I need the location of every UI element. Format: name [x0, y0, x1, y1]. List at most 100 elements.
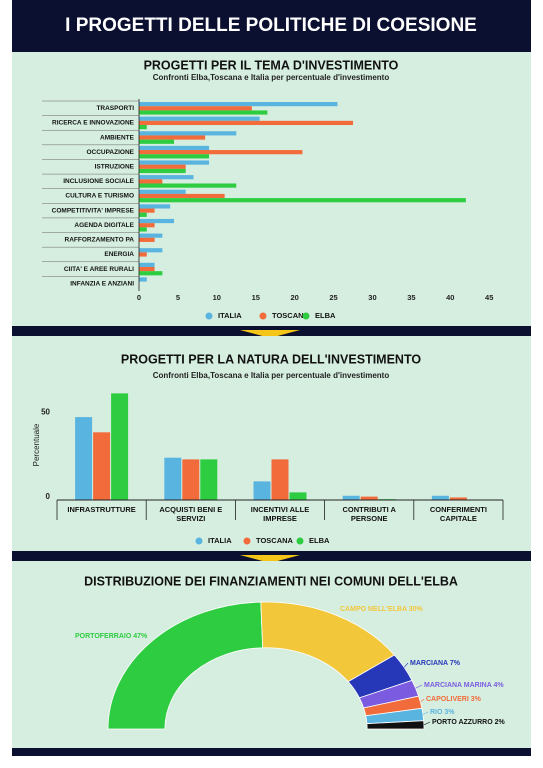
slice-name: PORTO AZZURRO — [432, 719, 493, 726]
slice-label: PORTO AZZURRO 2% — [432, 719, 506, 726]
x-tick-label: 0 — [137, 293, 141, 302]
y-tick-label: INCLUSIONE SOCIALE — [63, 178, 134, 185]
bar — [139, 204, 171, 209]
y-tick-label: INFANZIA E ANZIANI — [70, 280, 134, 287]
leader-line — [403, 662, 409, 668]
bar — [182, 459, 200, 500]
chart-title: PROGETTI PER LA NATURA DELL'INVESTIMENTO — [121, 352, 421, 366]
section-bg — [12, 52, 531, 326]
x-tick-label: ACQUISTI BENI E SERVIZI — [159, 505, 223, 523]
legend-label: ITALIA — [218, 311, 242, 320]
bar — [200, 459, 218, 500]
chart-title: PROGETTI PER IL TEMA D'INVESTIMENTO — [144, 58, 399, 72]
slice-name: CAPOLIVERI — [426, 696, 469, 703]
bar — [139, 233, 163, 238]
bar — [139, 168, 186, 174]
separator-arrow — [240, 330, 300, 338]
leader-line — [422, 711, 429, 715]
slice-label: RIO 3% — [430, 709, 455, 716]
chart-title: DISTRIBUZIONE DEI FINANZIAMENTI NEI COMU… — [84, 574, 458, 588]
bar — [139, 139, 175, 144]
bar — [139, 223, 155, 228]
bar — [139, 116, 260, 121]
x-tick-label: 5 — [176, 293, 180, 302]
bar — [139, 106, 252, 111]
y-tick-label: OCCUPAZIONE — [86, 149, 134, 156]
bar — [360, 496, 378, 500]
bar — [139, 218, 175, 224]
x-tick-label: 20 — [290, 293, 298, 302]
y-tick-label: AGENDA DIGITALE — [74, 222, 134, 229]
bar — [139, 102, 338, 107]
bar — [139, 198, 466, 203]
y-tick-label: AMBIENTE — [100, 134, 135, 141]
y-tick-label: ISTRUZIONE — [95, 163, 135, 170]
bar — [449, 497, 467, 500]
bar — [139, 208, 155, 213]
y-tick-label: TRASPORTI — [96, 105, 134, 112]
slice-name: PORTOFERRAIO — [75, 633, 132, 640]
bar — [139, 150, 303, 155]
x-tick-label: 15 — [252, 293, 260, 302]
page-title: I PROGETTI DELLE POLITICHE DI COESIONE — [65, 15, 477, 36]
x-tick-label: 10 — [213, 293, 221, 302]
bar — [75, 417, 93, 500]
bar — [139, 212, 147, 217]
slice-name: RIO — [430, 709, 443, 716]
bar — [111, 393, 129, 500]
legend-swatch — [302, 312, 310, 320]
bar — [139, 248, 163, 253]
bar — [139, 160, 210, 165]
chart-subtitle: Confronti Elba,Toscana e Italia per perc… — [153, 73, 390, 82]
slice-label: CAMPO NELL'ELBA 30% — [340, 606, 423, 613]
slice-label: CAPOLIVERI 3% — [426, 696, 482, 703]
bar — [139, 179, 163, 184]
y-tick-label: CULTURA E TURISMO — [65, 193, 134, 200]
slice-name: CAMPO NELL'ELBA — [340, 606, 407, 613]
legend-label: ELBA — [309, 536, 330, 545]
x-tick-label: 40 — [446, 293, 454, 302]
slice-value: 3% — [471, 696, 482, 703]
leader-line — [415, 684, 423, 689]
legend-label: TOSCANA — [272, 311, 310, 320]
slice-value: 3% — [444, 709, 455, 716]
legend-swatch — [195, 537, 203, 545]
bar — [139, 271, 163, 276]
donut-segment — [107, 601, 264, 730]
slice-value: 4% — [493, 682, 504, 689]
x-tick-label: 35 — [407, 293, 415, 302]
bar — [139, 252, 147, 257]
footer-band — [12, 748, 531, 756]
bar — [139, 175, 194, 180]
slice-name: MARCIANA MARINA — [424, 682, 492, 689]
slice-value: 47% — [133, 633, 148, 640]
bar — [139, 189, 186, 194]
chart-subtitle: Confronti Elba,Toscana e Italia per perc… — [153, 371, 390, 380]
bar — [139, 237, 155, 242]
bar — [139, 164, 186, 169]
legend-swatch — [205, 312, 213, 320]
slice-name: MARCIANA — [410, 660, 448, 667]
bar — [139, 110, 268, 115]
x-tick-label: INFRASTRUTTURE — [67, 505, 136, 514]
section-bg — [12, 561, 531, 748]
bar — [431, 495, 449, 500]
bar — [139, 266, 155, 272]
bar — [139, 262, 155, 267]
donut-segment — [366, 720, 425, 730]
slice-label: PORTOFERRAIO 47% — [75, 633, 148, 640]
y-tick-label: 0 — [46, 492, 51, 501]
legend-swatch — [296, 537, 304, 545]
bar — [289, 492, 307, 500]
header-band — [12, 0, 531, 52]
x-tick-label: 30 — [368, 293, 376, 302]
slice-value: 7% — [450, 660, 461, 667]
legend-swatch — [243, 537, 251, 545]
slice-label: MARCIANA MARINA 4% — [424, 682, 504, 689]
bar — [164, 457, 182, 500]
bar — [139, 135, 206, 140]
y-tick-label: RICERCA E INNOVAZIONE — [52, 120, 135, 127]
x-tick-label: INCENTIVI ALLE IMPRESE — [250, 505, 310, 523]
